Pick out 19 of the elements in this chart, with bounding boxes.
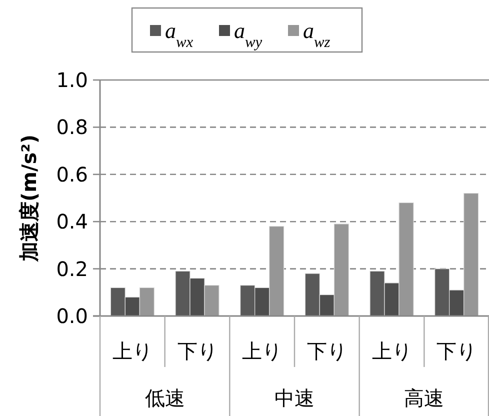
legend-label: a$_{wy}$	[234, 18, 262, 50]
y-tick-label: 0.2	[56, 256, 88, 281]
y-tick-label: 0.4	[56, 210, 88, 234]
y-tick-label: 0.6	[56, 162, 88, 186]
y-tick-label: 0.0	[56, 304, 88, 328]
x-tick-label: 上り	[242, 339, 282, 363]
x-tick-label: 上り	[372, 339, 412, 363]
x-tick-label: 下り	[177, 339, 218, 363]
x-tick-label: 下り	[306, 339, 347, 363]
y-axis-title: 加速度(m/s²)	[17, 134, 41, 263]
x-tick-label: 下り	[436, 339, 477, 363]
text: 低速	[144, 386, 185, 410]
legend-label: a$_{wx}$	[165, 18, 194, 50]
x-tick-label: 上り	[112, 339, 152, 363]
text: 中速	[274, 386, 314, 410]
y-tick-label: 1.0	[56, 68, 88, 92]
legend-label: a$_{wz}$	[303, 18, 330, 50]
text: 高速	[404, 386, 444, 410]
y-tick-label: 0.8	[56, 115, 88, 140]
